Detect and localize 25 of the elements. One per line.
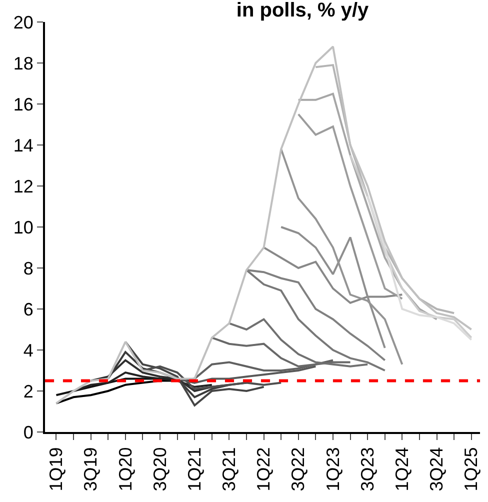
x-tick-label: 1Q24 (392, 447, 412, 492)
x-tick-label: 3Q22 (288, 447, 308, 492)
x-tick-label: 1Q21 (184, 447, 204, 492)
y-tick-label: 10 (13, 217, 34, 238)
x-tick-label: 1Q23 (322, 447, 343, 492)
y-tick-label: 14 (13, 135, 34, 156)
y-tick-label: 16 (13, 94, 34, 114)
x-tick-label: 1Q25 (461, 447, 482, 492)
x-tick-label: 1Q19 (46, 447, 66, 492)
y-tick-label: 4 (23, 340, 34, 360)
x-tick-label: 3Q21 (219, 447, 240, 492)
chart-title: in polls, % y/y (236, 0, 370, 22)
x-tick-label: 3Q20 (150, 447, 170, 492)
x-tick-label: 3Q23 (357, 447, 378, 492)
x-tick-label: 1Q20 (115, 447, 136, 492)
x-tick-label: 3Q19 (80, 447, 101, 492)
y-tick-label: 6 (23, 299, 34, 320)
y-tick-label: 8 (23, 258, 34, 278)
y-tick-label: 12 (13, 176, 34, 196)
y-tick-label: 2 (23, 381, 34, 402)
y-tick-label: 18 (13, 53, 34, 74)
y-tick-label: 0 (23, 422, 34, 442)
x-tick-label: 3Q24 (426, 447, 447, 492)
y-tick-label: 20 (13, 12, 34, 32)
x-tick-label: 1Q22 (254, 447, 274, 492)
